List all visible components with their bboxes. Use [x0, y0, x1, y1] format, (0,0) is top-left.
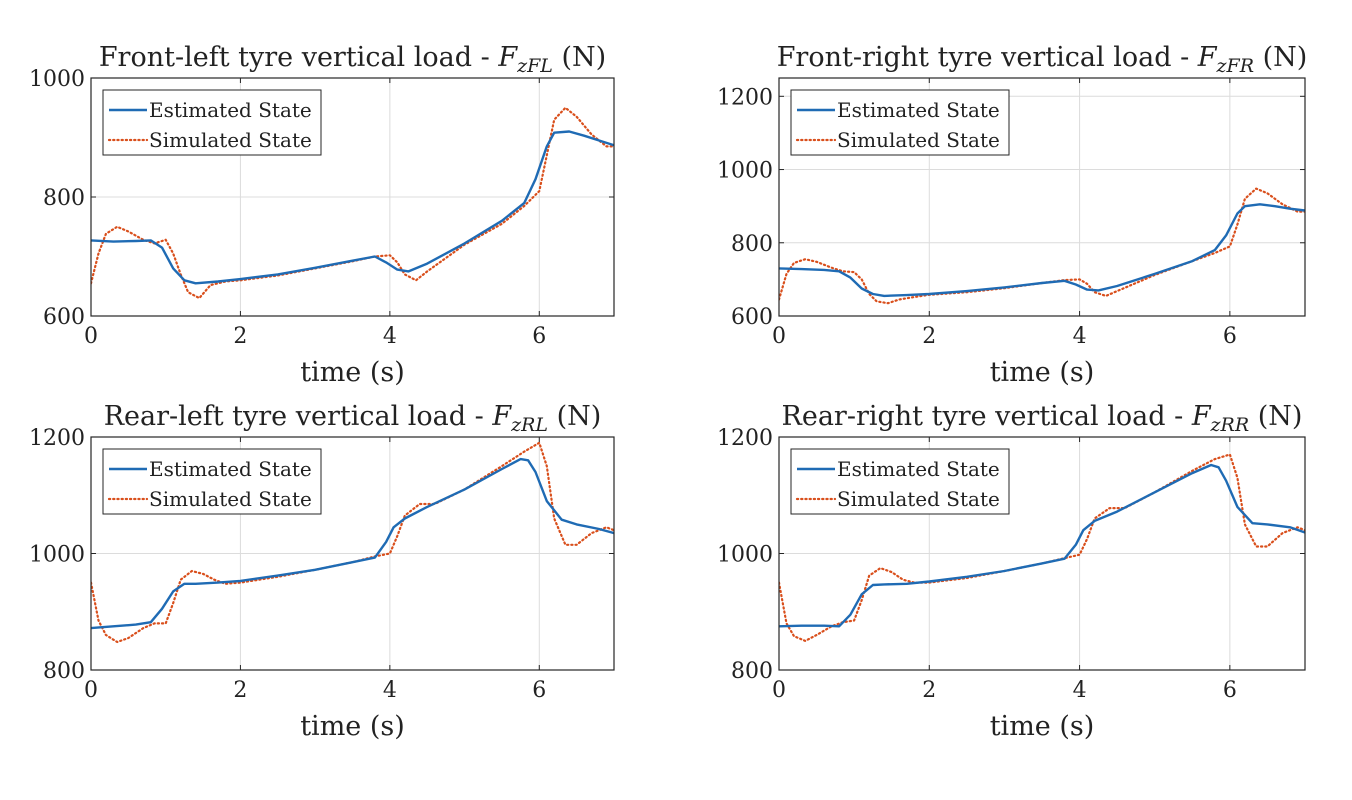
title-symbol: F — [1191, 401, 1212, 432]
x-tick-label: 0 — [772, 678, 786, 703]
legend-label: Estimated State — [149, 457, 312, 481]
title-symbol: F — [497, 42, 518, 73]
y-tick-label: 600 — [731, 305, 773, 330]
legend-label: Simulated State — [837, 128, 1000, 152]
legend-label: Estimated State — [149, 98, 312, 122]
title-subscript: zRR — [1210, 414, 1250, 436]
x-tick-label: 6 — [532, 678, 546, 703]
x-tick-label: 4 — [383, 678, 397, 703]
title-text: Front-right tyre vertical load - — [777, 42, 1198, 73]
title-text: Front-left tyre vertical load - — [99, 42, 499, 73]
legend-box — [102, 448, 322, 515]
x-axis-label: time (s) — [300, 711, 405, 742]
legend-label: Simulated State — [837, 487, 1000, 511]
x-tick-label: 4 — [1073, 324, 1087, 349]
y-tick-label: 800 — [43, 186, 85, 211]
title-unit: (N) — [548, 401, 601, 432]
x-tick-label: 6 — [1223, 324, 1237, 349]
title-symbol: F — [491, 401, 512, 432]
x-axis-label: time (s) — [990, 357, 1095, 388]
legend-label: Estimated State — [837, 98, 1000, 122]
legend-label: Simulated State — [149, 128, 312, 152]
legend-label: Simulated State — [149, 487, 312, 511]
y-tick-label: 1000 — [717, 159, 773, 184]
x-tick-label: 4 — [383, 324, 397, 349]
y-tick-label: 1200 — [717, 426, 773, 451]
title-subscript: zFR — [1216, 55, 1255, 77]
chart-title: Front-left tyre vertical load - FzFL (N) — [99, 42, 606, 77]
y-tick-label: 1200 — [717, 85, 773, 110]
legend-label: Estimated State — [837, 457, 1000, 481]
title-subscript: zRL — [510, 414, 548, 436]
legend: Estimated State Simulated State — [790, 448, 1010, 515]
simulated-state-line — [91, 441, 614, 644]
x-tick-label: 6 — [1223, 678, 1237, 703]
chart-title: Rear-right tyre vertical load - FzRR (N) — [782, 401, 1303, 436]
chart-panel-4: 0 2 4 6 800 1000 1200 time (s) Rear-right tyre v… — [717, 401, 1306, 742]
estimated-state-line — [91, 457, 614, 630]
legend-box — [102, 89, 322, 156]
x-tick-label: 0 — [772, 324, 786, 349]
chart-panel-3: 0 2 4 6 800 1000 1200 time (s) Rear-left tyre ve… — [29, 401, 615, 742]
legend-box — [790, 448, 1010, 515]
legend: Estimated State Simulated State — [102, 89, 322, 156]
y-tick-label: 1200 — [29, 426, 85, 451]
x-tick-label: 2 — [922, 678, 936, 703]
title-text: Rear-left tyre vertical load - — [104, 401, 493, 432]
x-tick-label: 2 — [922, 324, 936, 349]
y-tick-label: 800 — [731, 659, 773, 684]
chart-title: Front-right tyre vertical load - FzFR (N… — [777, 42, 1308, 77]
estimated-state-line — [779, 463, 1305, 628]
y-tick-label: 800 — [43, 659, 85, 684]
y-tick-label: 1000 — [29, 67, 85, 92]
x-tick-label: 2 — [233, 324, 247, 349]
y-tick-label: 1000 — [29, 543, 85, 568]
x-axis-label: time (s) — [300, 357, 405, 388]
title-symbol: F — [1197, 42, 1218, 73]
estimated-state-line — [779, 203, 1305, 298]
x-tick-label: 6 — [532, 324, 546, 349]
axes-frame — [778, 77, 1306, 317]
chart-panel-1: 0 2 4 6 600 800 1000 time (s) Front-left tyre ve… — [29, 42, 615, 388]
legend: Estimated State Simulated State — [790, 89, 1010, 156]
x-axis-label: time (s) — [990, 711, 1095, 742]
y-tick-label: 1000 — [717, 543, 773, 568]
x-tick-label: 4 — [1073, 678, 1087, 703]
x-tick-label: 2 — [233, 678, 247, 703]
estimated-state-line — [91, 130, 614, 285]
title-unit: (N) — [553, 42, 606, 73]
x-tick-label: 0 — [84, 678, 98, 703]
title-unit: (N) — [1249, 401, 1302, 432]
y-tick-label: 800 — [731, 232, 773, 257]
x-tick-label: 0 — [84, 324, 98, 349]
legend-box — [790, 89, 1010, 156]
legend: Estimated State Simulated State — [102, 448, 322, 515]
y-tick-label: 600 — [43, 305, 85, 330]
title-subscript: zFL — [516, 55, 553, 77]
title-unit: (N) — [1254, 42, 1307, 73]
chart-title: Rear-left tyre vertical load - FzRL (N) — [104, 401, 602, 436]
chart-panel-2: 0 2 4 6 600 800 1000 1200 time (s) Front-right ty… — [717, 42, 1307, 388]
title-text: Rear-right tyre vertical load - — [782, 401, 1192, 432]
